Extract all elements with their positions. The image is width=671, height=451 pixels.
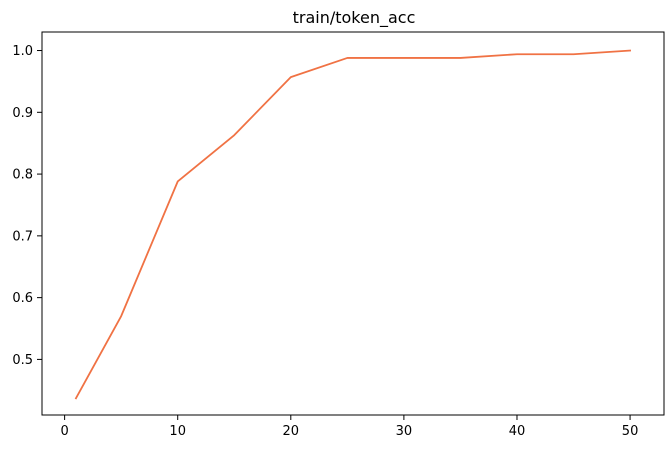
series-layer bbox=[74, 49, 632, 400]
x-axis: 0 10 20 30 40 50 bbox=[60, 415, 638, 439]
y-tick-label: 0.8 bbox=[12, 168, 33, 183]
x-tick-label: 10 bbox=[169, 424, 186, 439]
chart-title: train/token_acc bbox=[293, 8, 416, 28]
y-tick-label: 0.9 bbox=[12, 106, 33, 121]
y-axis: 0.5 0.6 0.7 0.8 0.9 1.0 bbox=[12, 44, 42, 368]
series-line-0 bbox=[74, 49, 632, 400]
y-tick-label: 1.0 bbox=[12, 44, 33, 59]
x-tick-label: 50 bbox=[622, 424, 639, 439]
y-tick-label: 0.6 bbox=[12, 291, 33, 306]
x-tick-label: 40 bbox=[509, 424, 526, 439]
x-tick-label: 30 bbox=[396, 424, 413, 439]
x-tick-label: 0 bbox=[60, 424, 68, 439]
x-tick-label: 20 bbox=[283, 424, 300, 439]
axes-frame bbox=[41, 31, 665, 416]
y-tick-label: 0.7 bbox=[12, 229, 33, 244]
plot-area bbox=[41, 31, 665, 416]
y-tick-label: 0.5 bbox=[12, 353, 33, 368]
